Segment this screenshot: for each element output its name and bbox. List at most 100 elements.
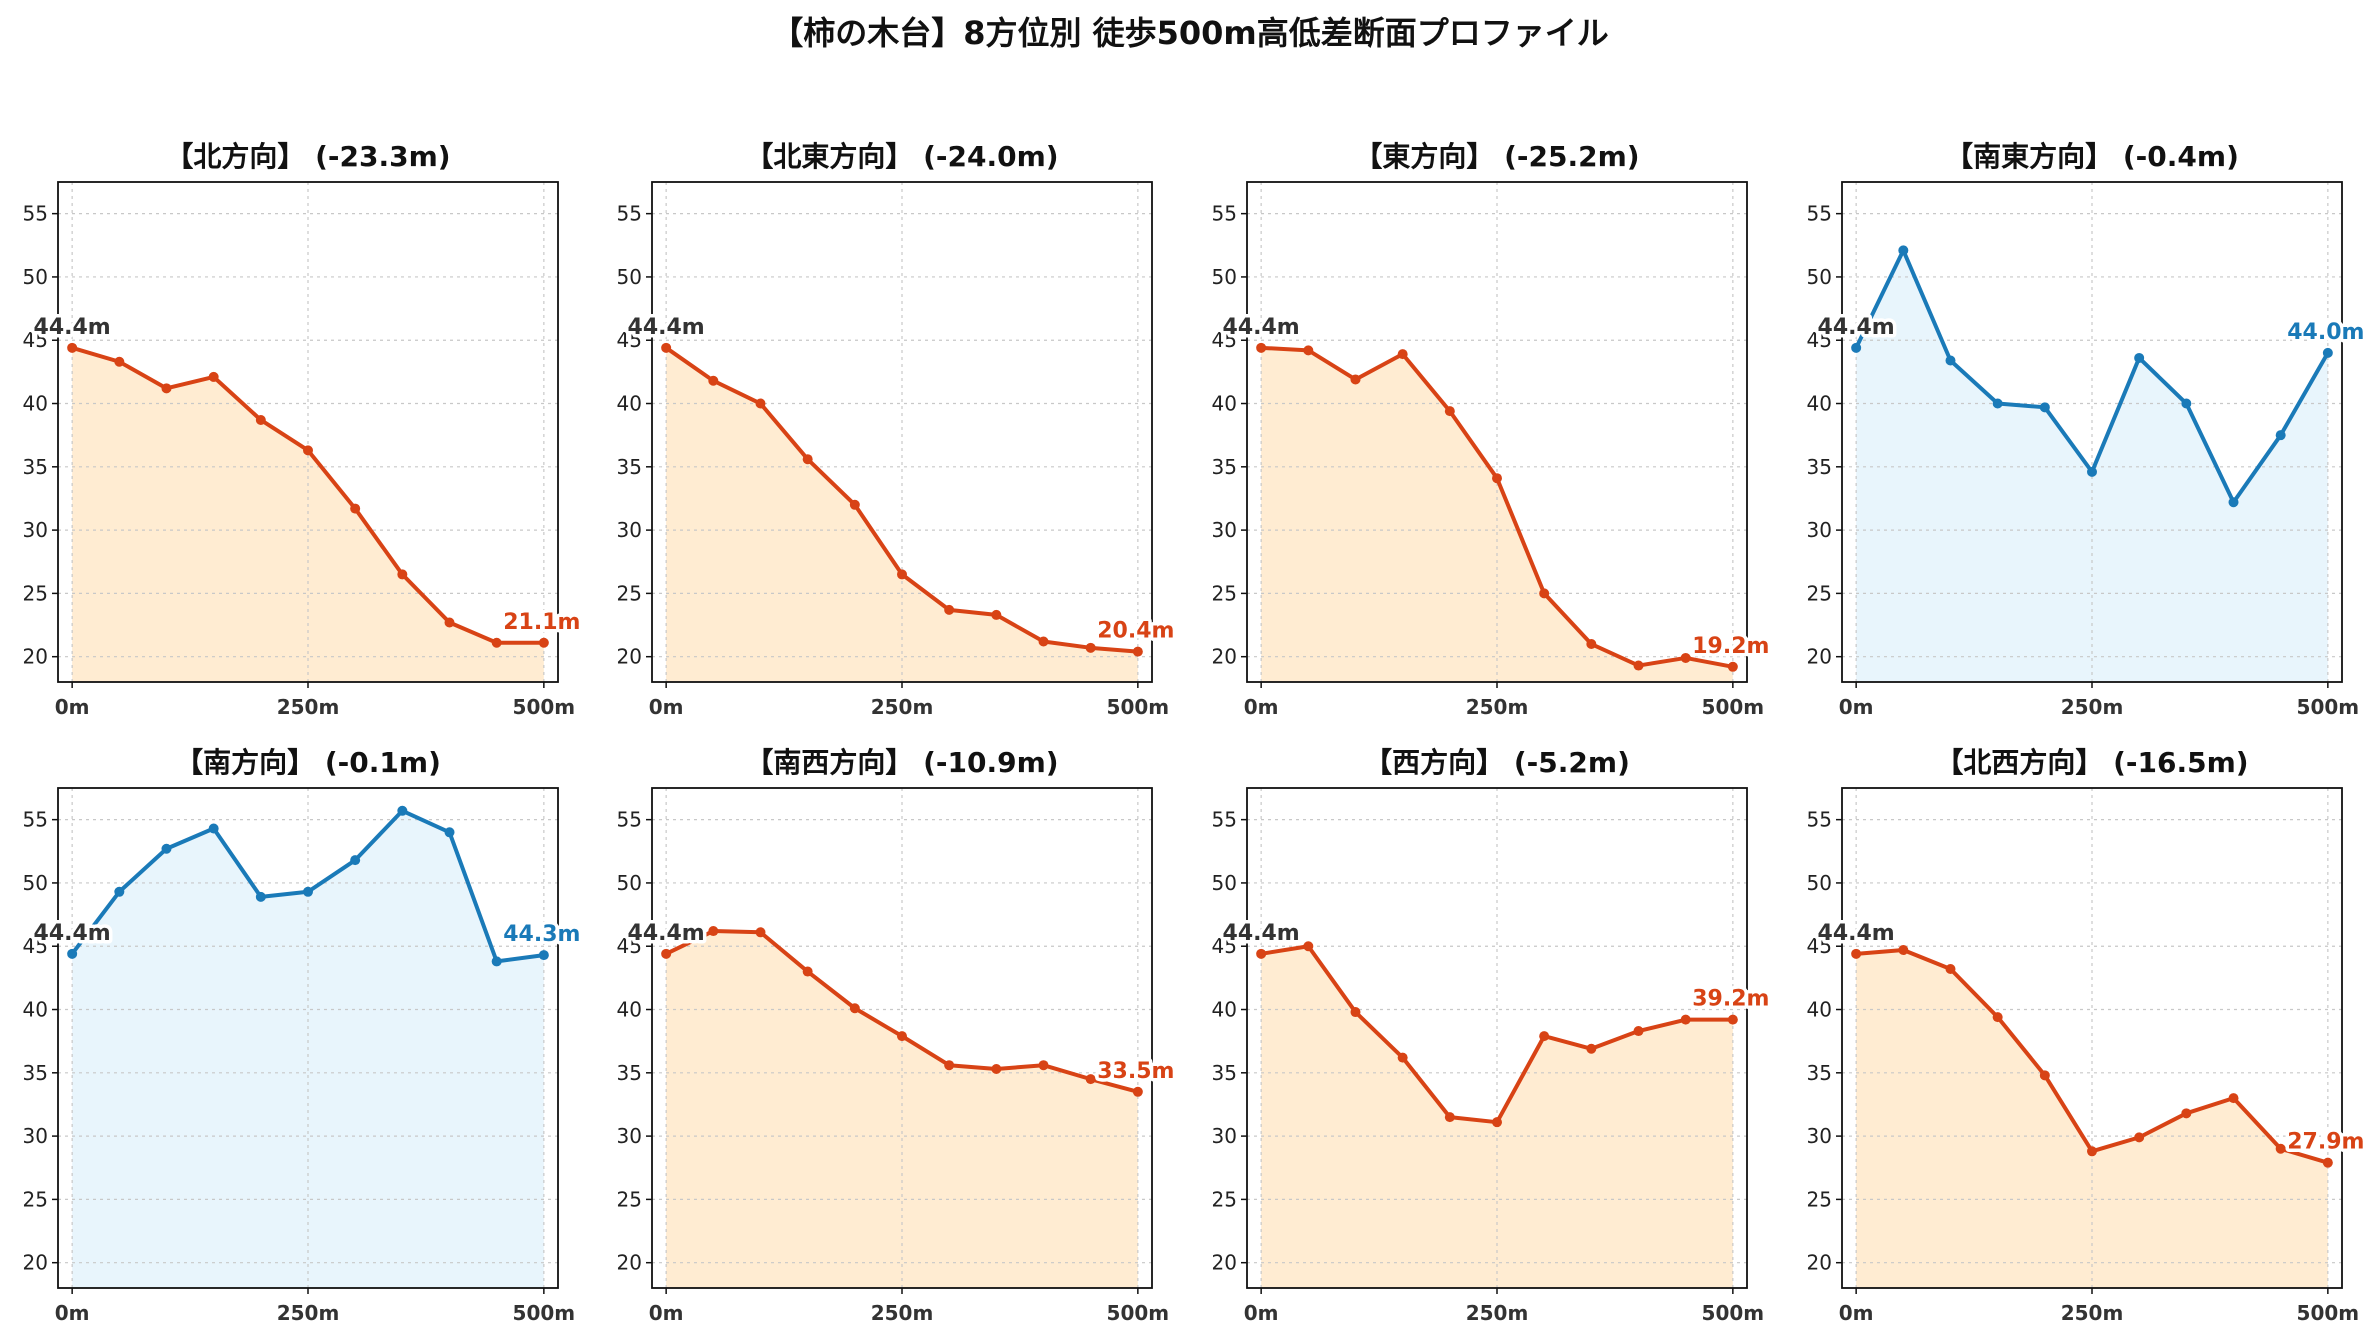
data-point bbox=[208, 823, 219, 834]
data-point bbox=[303, 886, 313, 897]
data-point bbox=[897, 569, 907, 580]
chart-panel-3: 【東方向】 (-25.2m) 20 25 30 35 40 45 50 55 0m 250m 500m… bbox=[1212, 140, 1773, 719]
y-tick-label: 40 bbox=[23, 998, 48, 1022]
y-tick-label: 25 bbox=[1212, 1187, 1237, 1211]
y-tick-label: 30 bbox=[1807, 518, 1832, 542]
y-tick-label: 20 bbox=[1212, 1251, 1237, 1275]
data-point bbox=[708, 375, 719, 386]
data-point bbox=[2181, 1108, 2192, 1119]
y-tick-label: 35 bbox=[1212, 455, 1237, 479]
x-tick-label: 0m bbox=[55, 1301, 90, 1325]
y-tick-label: 45 bbox=[617, 328, 642, 352]
data-point bbox=[208, 371, 219, 382]
y-tick-label: 20 bbox=[617, 645, 642, 669]
y-tick-label: 40 bbox=[1807, 998, 1832, 1022]
data-point bbox=[661, 342, 672, 353]
start-label: 44.4m bbox=[628, 315, 705, 340]
y-tick-label: 40 bbox=[617, 392, 642, 416]
start-label: 44.4m bbox=[34, 315, 111, 340]
end-label: 39.2m bbox=[1692, 987, 1769, 1012]
data-point bbox=[802, 966, 813, 977]
data-point bbox=[114, 356, 125, 367]
x-tick-label: 0m bbox=[1244, 1301, 1279, 1325]
y-tick-label: 30 bbox=[1212, 1124, 1237, 1148]
y-tick-label: 30 bbox=[1212, 518, 1237, 542]
y-tick-label: 45 bbox=[23, 328, 48, 352]
x-tick-label: 250m bbox=[2061, 1301, 2124, 1325]
y-tick-label: 45 bbox=[1807, 934, 1832, 958]
data-point bbox=[708, 926, 719, 937]
data-point bbox=[944, 604, 955, 615]
data-point bbox=[255, 414, 266, 425]
x-tick-label: 500m bbox=[1107, 1301, 1170, 1325]
panel-title: 【南東方向】 (-0.4m) bbox=[1945, 140, 2239, 173]
x-tick-label: 500m bbox=[2297, 1301, 2360, 1325]
data-point bbox=[1085, 1074, 1096, 1085]
end-label-halo: 39.2m bbox=[1692, 987, 1769, 1012]
data-point bbox=[1492, 473, 1502, 484]
data-point bbox=[1350, 374, 1361, 385]
data-point bbox=[802, 454, 813, 465]
data-point bbox=[538, 950, 549, 961]
start-label: 44.4m bbox=[1223, 315, 1300, 340]
y-tick-label: 55 bbox=[1212, 202, 1237, 226]
start-label-halo: 44.4m bbox=[34, 315, 111, 340]
y-tick-label: 20 bbox=[23, 645, 48, 669]
data-point bbox=[444, 827, 455, 838]
y-tick-label: 40 bbox=[1212, 392, 1237, 416]
data-point bbox=[397, 805, 408, 816]
data-point bbox=[1397, 349, 1408, 360]
data-point bbox=[1303, 941, 1314, 952]
x-tick-label: 0m bbox=[649, 1301, 684, 1325]
data-point bbox=[1898, 245, 1909, 256]
data-point bbox=[944, 1060, 955, 1071]
y-tick-label: 35 bbox=[617, 455, 642, 479]
y-tick-label: 35 bbox=[23, 1061, 48, 1085]
data-point bbox=[1851, 342, 1862, 353]
y-tick-label: 50 bbox=[23, 265, 48, 289]
panel-title: 【北方向】 (-23.3m) bbox=[165, 140, 450, 173]
chart-panel-8: 【北西方向】 (-16.5m) 20 25 30 35 40 45 50 55 0m 250m 500… bbox=[1807, 746, 2368, 1325]
chart-panel-2: 【北東方向】 (-24.0m) 20 25 30 35 40 45 50 55 0m 250m 500… bbox=[617, 140, 1178, 719]
y-tick-label: 25 bbox=[1807, 581, 1832, 605]
y-tick-label: 45 bbox=[1807, 328, 1832, 352]
x-tick-label: 250m bbox=[871, 695, 934, 719]
y-tick-label: 40 bbox=[23, 392, 48, 416]
data-point bbox=[1727, 1014, 1738, 1025]
end-label-halo: 21.1m bbox=[503, 610, 580, 635]
y-tick-label: 55 bbox=[1807, 808, 1832, 832]
y-tick-label: 25 bbox=[617, 1187, 642, 1211]
y-tick-label: 40 bbox=[1807, 392, 1832, 416]
data-point bbox=[491, 956, 502, 967]
data-point bbox=[991, 609, 1002, 620]
y-tick-label: 20 bbox=[1807, 1251, 1832, 1275]
x-tick-label: 250m bbox=[1466, 695, 1529, 719]
data-point bbox=[1444, 406, 1455, 417]
x-tick-label: 500m bbox=[513, 695, 576, 719]
data-point bbox=[1945, 355, 1956, 366]
figure-title: 【柿の木台】8方位別 徒歩500m高低差断面プロファイル bbox=[771, 14, 1609, 52]
y-tick-label: 35 bbox=[617, 1061, 642, 1085]
y-tick-label: 35 bbox=[1807, 455, 1832, 479]
data-point bbox=[1038, 1060, 1049, 1071]
data-point bbox=[1992, 398, 2003, 409]
data-point bbox=[255, 891, 266, 902]
data-point bbox=[1680, 652, 1691, 663]
data-point bbox=[2322, 1157, 2333, 1168]
y-tick-label: 35 bbox=[1212, 1061, 1237, 1085]
x-tick-label: 0m bbox=[649, 695, 684, 719]
start-label-halo: 44.4m bbox=[1223, 315, 1300, 340]
profile-area bbox=[72, 347, 544, 682]
data-point bbox=[350, 503, 361, 514]
chart-panel-1: 【北方向】 (-23.3m) 20 25 30 35 40 45 50 55 0m 250m 500m… bbox=[23, 140, 584, 719]
start-label: 44.4m bbox=[1818, 315, 1895, 340]
data-point bbox=[1132, 1086, 1143, 1097]
y-tick-label: 50 bbox=[617, 871, 642, 895]
data-point bbox=[1303, 345, 1314, 356]
data-point bbox=[2134, 352, 2145, 363]
data-point bbox=[1727, 661, 1738, 672]
y-tick-label: 55 bbox=[23, 202, 48, 226]
end-label-halo: 33.5m bbox=[1097, 1059, 1174, 1084]
data-point bbox=[897, 1031, 907, 1042]
x-tick-label: 500m bbox=[1702, 695, 1765, 719]
